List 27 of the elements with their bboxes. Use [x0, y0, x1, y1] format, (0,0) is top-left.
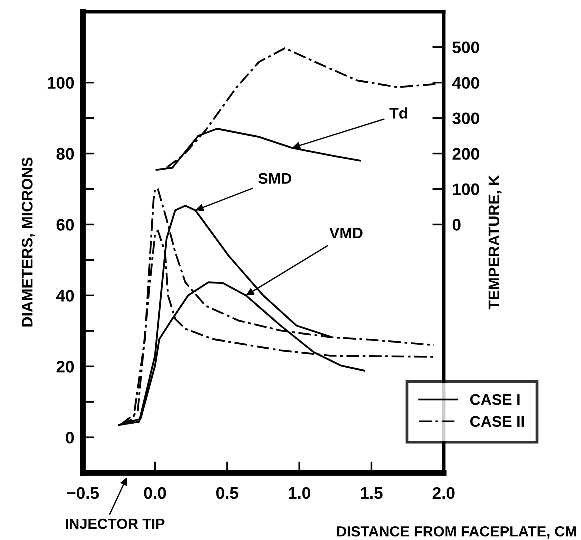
y-tick-label: 100 [48, 77, 74, 90]
x-tick-label: 0.0 [144, 487, 166, 500]
y-tick-label: 80 [56, 148, 74, 160]
y-tick-label: 60 [56, 219, 74, 231]
y2-tick-label: 100 [453, 184, 480, 196]
x-axis-title: DISTANCE FROM FACEPLATE, CM [337, 526, 576, 539]
y-tick-label: 20 [56, 361, 74, 373]
x-tick-label: −0.5 [67, 487, 100, 500]
y-tick-label: 40 [56, 290, 74, 302]
annotation: VMD [330, 228, 363, 239]
y2-axis-title: TEMPERATURE, K [488, 175, 502, 310]
annotation: SMD [258, 173, 292, 184]
y2-tick-label: 300 [452, 112, 480, 125]
y2-tick-label: 0 [452, 219, 461, 231]
y2-tick-label: 400 [452, 77, 480, 90]
legend-label: CASE I [470, 394, 520, 406]
x-tick-label: 2.0 [432, 487, 455, 500]
annotation: Td [390, 108, 408, 119]
y-axis-title: DIAMETERS, MICRONS [22, 158, 36, 327]
x-tick-label: 0.5 [216, 487, 239, 500]
y2-tick-label: 500 [452, 42, 480, 54]
x-tick-label: 1.0 [289, 487, 310, 500]
y2-tick-label: 200 [452, 148, 480, 160]
y-tick-label: 0 [66, 432, 74, 444]
x-tick-label: 1.5 [361, 488, 383, 500]
text: INJECTOR TIP [66, 518, 165, 530]
legend-label: CASE II [470, 416, 524, 428]
